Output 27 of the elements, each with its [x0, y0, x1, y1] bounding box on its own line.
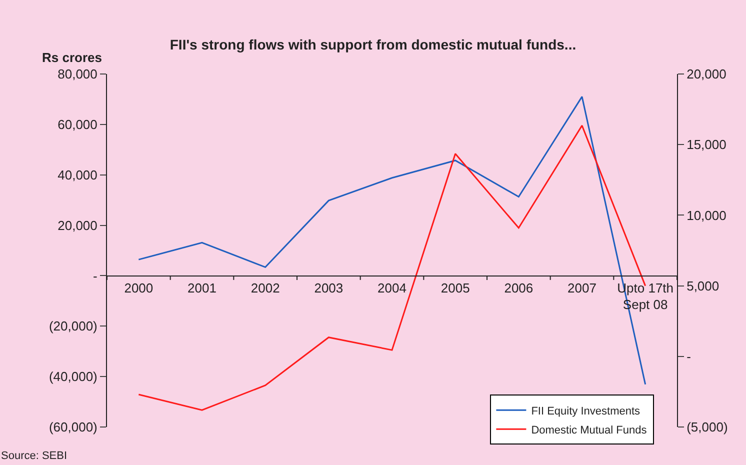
- y-axis-title: Rs crores: [42, 50, 102, 65]
- x-tick-label: 2000: [124, 280, 154, 296]
- y2-tick-label: 10,000: [686, 208, 726, 223]
- x-tick-label: 2003: [314, 280, 344, 296]
- legend-label: Domestic Mutual Funds: [531, 424, 648, 436]
- y2-tick-label: 5,000: [686, 278, 720, 294]
- y-tick-label: 80,000: [58, 66, 98, 82]
- x-tick-label: 2004: [378, 280, 406, 296]
- x-tick-label: 2006: [504, 280, 534, 296]
- y2-tick-label: 20,000: [686, 66, 726, 82]
- x-tick-label: 2007: [568, 280, 596, 296]
- y-tick-label: 20,000: [58, 218, 98, 233]
- y2-tick-label: (5,000): [686, 420, 728, 435]
- x-tick-label: 2002: [250, 280, 280, 296]
- y-tick-label: -: [93, 268, 98, 284]
- y-tick-label: (40,000): [48, 369, 98, 384]
- y-tick-label: 40,000: [58, 167, 98, 182]
- chart-title: FII's strong flows with support from domestic mutual funds...: [170, 36, 576, 52]
- y2-tick-label: 15,000: [686, 137, 726, 152]
- y2-tick-label: -: [686, 348, 691, 364]
- source-note: Source: SEBI: [1, 450, 68, 462]
- legend-label: FII Equity Investments: [531, 405, 641, 418]
- x-tick-label: 2005: [440, 280, 470, 296]
- y-tick-label: 60,000: [58, 116, 98, 132]
- x-tick-label: 2001: [188, 280, 216, 296]
- y-tick-label: (20,000): [48, 318, 98, 334]
- y-tick-label: (60,000): [48, 420, 98, 435]
